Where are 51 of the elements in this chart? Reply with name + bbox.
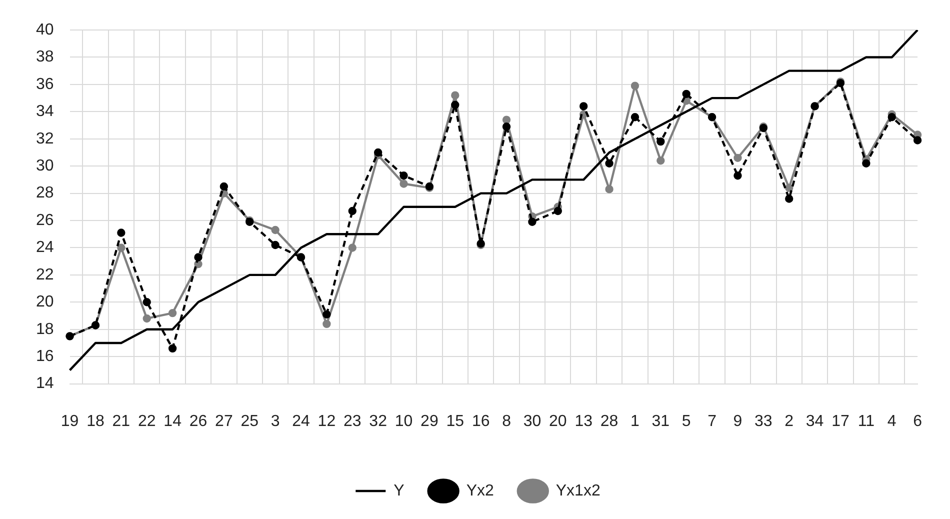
- x-tick-label: 25: [240, 412, 259, 430]
- x-tick-label: 23: [343, 412, 362, 430]
- y-tick-label: 16: [36, 348, 54, 365]
- x-tick-label: 29: [420, 412, 438, 430]
- x-tick-label: 3: [270, 412, 280, 430]
- y-tick-label: 40: [36, 21, 54, 38]
- y-tick-label: 18: [36, 320, 54, 338]
- y-tick-label: 26: [36, 212, 54, 229]
- x-tick-label: 33: [754, 412, 772, 430]
- y-tick-label: 32: [36, 130, 54, 148]
- y-tick-label: 20: [36, 294, 54, 311]
- x-tick-label: 24: [292, 412, 310, 430]
- x-tick-label: 34: [806, 412, 824, 430]
- x-tick-label: 2: [784, 412, 794, 430]
- y-tick-label: 38: [36, 48, 54, 66]
- legend-label: Yx1x2: [556, 482, 600, 500]
- y-tick-label: 36: [36, 76, 54, 93]
- x-tick-label: 31: [652, 412, 670, 430]
- x-tick-label: 18: [86, 412, 104, 430]
- legend-label: Yx2: [466, 482, 494, 500]
- x-tick-label: 10: [394, 412, 413, 430]
- x-tick-label: 27: [215, 412, 233, 430]
- y-tick-label: 24: [36, 239, 54, 256]
- x-tick-label: 9: [733, 412, 742, 430]
- y-tick-label: 14: [36, 375, 54, 392]
- y-tick-label: 30: [36, 157, 54, 174]
- x-tick-label: 26: [189, 412, 208, 430]
- y-tick-label: 22: [36, 266, 54, 284]
- x-tick-label: 13: [574, 412, 593, 430]
- x-tick-label: 19: [60, 412, 79, 430]
- y-tick-label: 34: [36, 103, 54, 120]
- x-tick-label: 30: [523, 412, 542, 430]
- legend-label: Y: [394, 482, 405, 500]
- x-tick-label: 32: [369, 412, 388, 430]
- x-tick-label: 22: [138, 412, 156, 430]
- x-tick-label: 6: [913, 412, 922, 430]
- x-tick-label: 15: [446, 412, 464, 430]
- x-tick-label: 7: [708, 412, 717, 430]
- x-tick-label: 1: [630, 412, 640, 430]
- x-tick-label: 5: [682, 412, 691, 430]
- x-tick-label: 28: [600, 412, 618, 430]
- y-tick-label: 28: [36, 184, 54, 202]
- x-tick-label: 21: [112, 412, 130, 430]
- x-tick-label: 14: [164, 412, 182, 430]
- x-tick-label: 4: [887, 412, 896, 430]
- x-tick-label: 11: [858, 412, 875, 430]
- x-tick-label: 17: [832, 412, 850, 430]
- x-tick-label: 8: [502, 412, 512, 430]
- x-tick-label: 20: [549, 412, 567, 430]
- x-tick-label: 16: [472, 412, 490, 430]
- x-tick-label: 12: [318, 412, 336, 430]
